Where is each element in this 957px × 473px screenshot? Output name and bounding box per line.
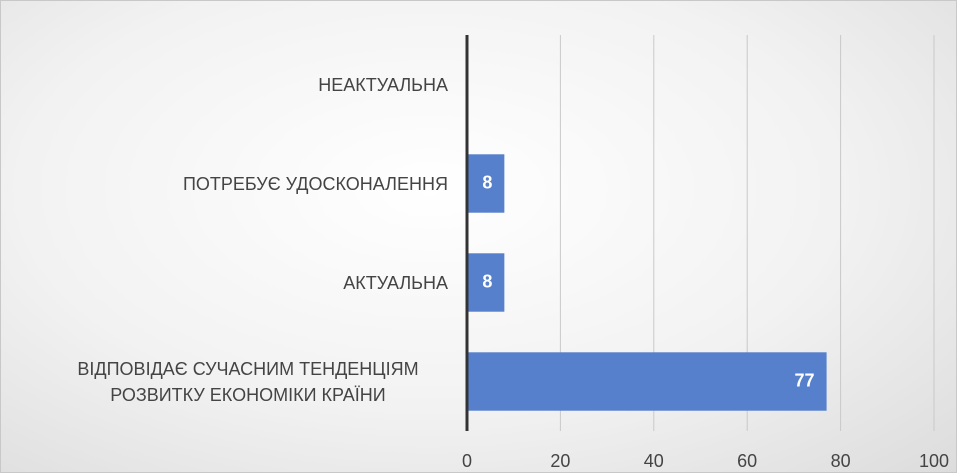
x-tick-label: 60	[737, 451, 757, 471]
x-tick-label: 20	[550, 451, 570, 471]
data-label: 8	[482, 271, 492, 291]
y-tick-label: НЕАКТУАЛЬНА	[1, 35, 448, 134]
category-text: ПОТРЕБУЄ УДОСКОНАЛЕННЯ	[182, 173, 448, 194]
x-tick-label: 100	[919, 451, 949, 471]
y-tick-label: АКТУАЛЬНА	[1, 233, 448, 332]
x-tick-label: 40	[644, 451, 664, 471]
category-text: АКТУАЛЬНА	[343, 272, 448, 293]
data-label: 8	[482, 172, 492, 192]
category-text: ВІДПОВІДАЄ СУЧАСНИМ ТЕНДЕНЦІЯМ РОЗВИТКУ …	[77, 358, 419, 405]
bar	[467, 352, 827, 411]
x-tick-label: 80	[831, 451, 851, 471]
bar	[467, 154, 505, 213]
data-label: 77	[795, 370, 815, 390]
bar	[467, 253, 505, 312]
y-tick-label: ВІДПОВІДАЄ СУЧАСНИМ ТЕНДЕНЦІЯМ РОЗВИТКУ …	[1, 332, 448, 431]
x-tick-label: 0	[462, 451, 472, 471]
category-text: НЕАКТУАЛЬНА	[318, 74, 448, 95]
y-tick-label: ПОТРЕБУЄ УДОСКОНАЛЕННЯ	[1, 134, 448, 233]
